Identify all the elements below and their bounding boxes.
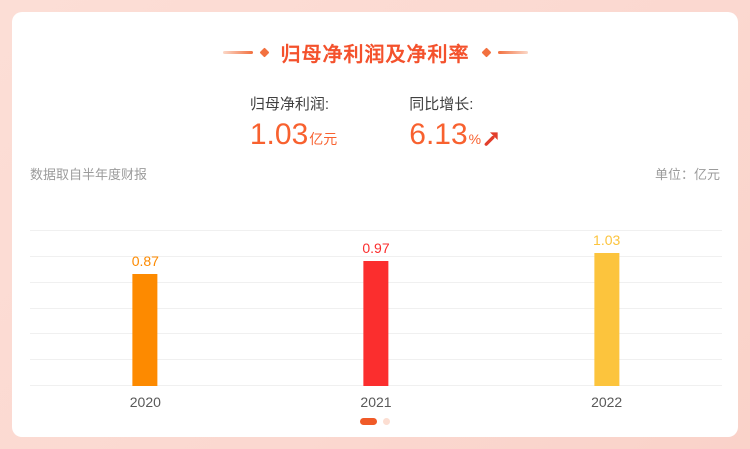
dash-line-icon bbox=[497, 51, 528, 54]
bar-chart: 0.87 2020 0.97 2021 1.03 2022 bbox=[30, 230, 722, 410]
stat-yoy-growth-value: 6.13 % bbox=[409, 118, 500, 152]
x-axis-label: 2022 bbox=[591, 394, 623, 410]
data-source-note: 数据取自半年度财报 bbox=[30, 167, 148, 182]
gridline bbox=[30, 230, 722, 231]
bar[interactable] bbox=[363, 260, 389, 386]
bar[interactable] bbox=[132, 273, 158, 386]
stat-net-profit-label: 归母净利润: bbox=[249, 96, 330, 113]
pagination-dot-active[interactable] bbox=[360, 418, 377, 425]
bar-value-label: 0.97 bbox=[362, 239, 390, 256]
bar-column: 0.87 2020 bbox=[130, 252, 161, 410]
title-row: 归母净利润及净利率 bbox=[12, 38, 738, 67]
title-decoration-left bbox=[222, 47, 269, 58]
x-axis-label: 2021 bbox=[360, 394, 392, 410]
title-decoration-right bbox=[481, 47, 528, 58]
x-axis-label: 2020 bbox=[129, 394, 161, 410]
bar-value-label: 1.03 bbox=[593, 231, 621, 248]
bar[interactable] bbox=[594, 252, 620, 386]
diamond-icon bbox=[481, 47, 491, 58]
page-title: 归母净利润及净利率 bbox=[280, 44, 470, 66]
stats-row: 归母净利润: 1.03 亿元 同比增长: 6.13 % bbox=[12, 94, 738, 152]
bar-value-label: 0.87 bbox=[131, 252, 159, 269]
stat-yoy-growth-unit: % bbox=[468, 131, 482, 147]
diamond-icon bbox=[259, 47, 269, 58]
meta-row: 数据取自半年度财报 单位：亿元 bbox=[12, 164, 738, 183]
stat-net-profit-unit: 亿元 bbox=[309, 131, 338, 147]
gridline bbox=[30, 255, 722, 257]
stat-yoy-growth-label: 同比增长: bbox=[409, 96, 474, 113]
carousel-pagination bbox=[12, 418, 738, 425]
unit-label: 单位：亿元 bbox=[654, 167, 720, 182]
bar-column: 1.03 2022 bbox=[591, 231, 622, 410]
stat-net-profit-number: 1.03 bbox=[249, 118, 309, 151]
stat-net-profit-value: 1.03 亿元 bbox=[250, 118, 337, 152]
dash-line-icon bbox=[222, 51, 253, 54]
chart-card: 归母净利润及净利率 归母净利润: 1.03 亿元 同比增长: 6.13 % bbox=[12, 12, 738, 437]
stat-yoy-growth-number: 6.13 bbox=[409, 118, 468, 151]
stat-yoy-growth: 同比增长: 6.13 % bbox=[409, 94, 500, 152]
trend-up-arrow-icon bbox=[484, 131, 498, 146]
stat-net-profit: 归母净利润: 1.03 亿元 bbox=[250, 94, 337, 152]
pagination-dot[interactable] bbox=[383, 418, 390, 425]
bar-column: 0.97 2021 bbox=[360, 239, 391, 410]
